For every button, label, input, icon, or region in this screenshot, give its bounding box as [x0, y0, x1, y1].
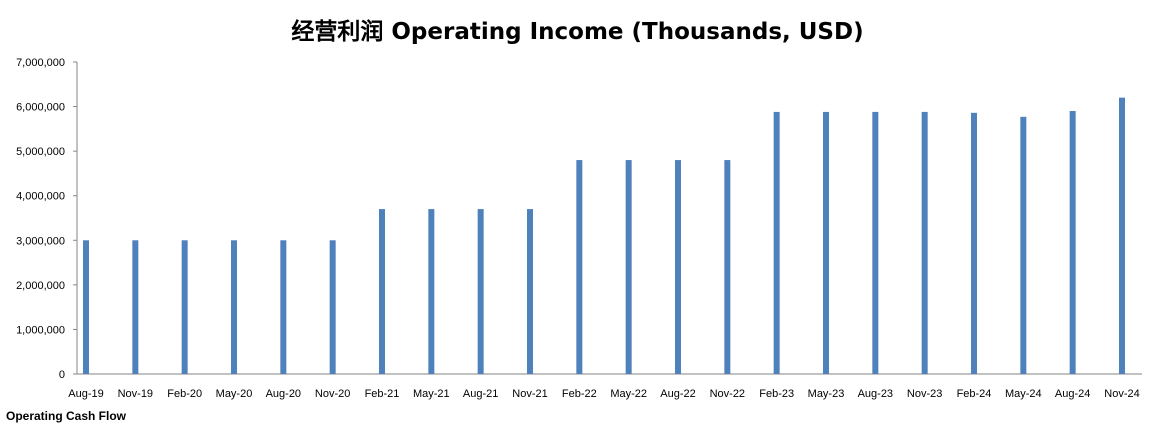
x-tick-label: Aug-21: [463, 388, 498, 400]
bar: [823, 111, 829, 375]
x-tick-labels: Aug-19 Nov-19 Feb-20 May-20 Aug-20 Nov-20 Feb-…: [68, 388, 1139, 400]
bar: [1119, 97, 1125, 375]
bar: [231, 240, 237, 374]
bar: [280, 240, 287, 374]
x-tick-label: Feb-22: [562, 388, 597, 400]
footer-cut-text: Operating Cash Flow: [6, 409, 127, 423]
bar: [921, 111, 928, 375]
bar: [527, 209, 533, 374]
bar: [477, 209, 484, 374]
x-tick-label: May-24: [1005, 388, 1042, 400]
bar: [379, 209, 385, 374]
x-tick-label: Aug-22: [660, 388, 695, 400]
chart-axes: [76, 62, 1142, 375]
bar: [773, 111, 780, 375]
x-tick-label: May-21: [413, 388, 450, 400]
bar-series: [83, 97, 1125, 375]
x-tick-label: Nov-23: [907, 388, 942, 400]
x-tick-label: May-20: [216, 388, 253, 400]
y-tick-label: 7,000,000: [16, 57, 65, 69]
x-tick-label: Feb-20: [167, 388, 202, 400]
bar: [724, 160, 731, 374]
y-tick-labels: 0 1,000,000 2,000,000 3,000,000 4,000,000 5,0…: [16, 57, 77, 381]
y-tick-label: 0: [59, 369, 65, 381]
chart-title: 经营利润 Operating Income (Thousands, USD): [291, 19, 864, 45]
x-tick-label: Feb-24: [957, 388, 992, 400]
bar: [83, 240, 89, 374]
y-tick-label: 3,000,000: [16, 235, 65, 247]
x-tick-label: Feb-21: [365, 388, 400, 400]
y-tick-label: 2,000,000: [16, 280, 65, 292]
x-tick-label: Nov-24: [1104, 388, 1139, 400]
x-tick-label: Feb-23: [759, 388, 794, 400]
bar: [329, 240, 336, 374]
y-tick-label: 4,000,000: [16, 191, 65, 203]
y-tick-label: 6,000,000: [16, 102, 65, 114]
bar: [971, 112, 977, 374]
bar: [872, 111, 879, 375]
x-tick-label: Aug-19: [68, 388, 103, 400]
bar: [576, 160, 583, 374]
y-tick-label: 1,000,000: [16, 324, 65, 336]
bar: [675, 160, 681, 374]
bar: [428, 209, 435, 374]
x-tick-label: Nov-21: [512, 388, 547, 400]
bar: [625, 160, 632, 374]
x-tick-label: Nov-20: [315, 388, 350, 400]
x-tick-label: May-22: [610, 388, 647, 400]
y-tick-label: 5,000,000: [16, 146, 65, 158]
bar: [181, 240, 188, 374]
x-tick-label: Aug-20: [266, 388, 301, 400]
bar: [1069, 111, 1076, 375]
x-tick-label: Nov-22: [710, 388, 745, 400]
x-tick-label: Nov-19: [118, 388, 153, 400]
x-tick-label: Aug-24: [1055, 388, 1090, 400]
x-tick-label: May-23: [808, 388, 845, 400]
bar: [132, 240, 139, 374]
bar: [1020, 116, 1027, 374]
x-tick-label: Aug-23: [858, 388, 893, 400]
